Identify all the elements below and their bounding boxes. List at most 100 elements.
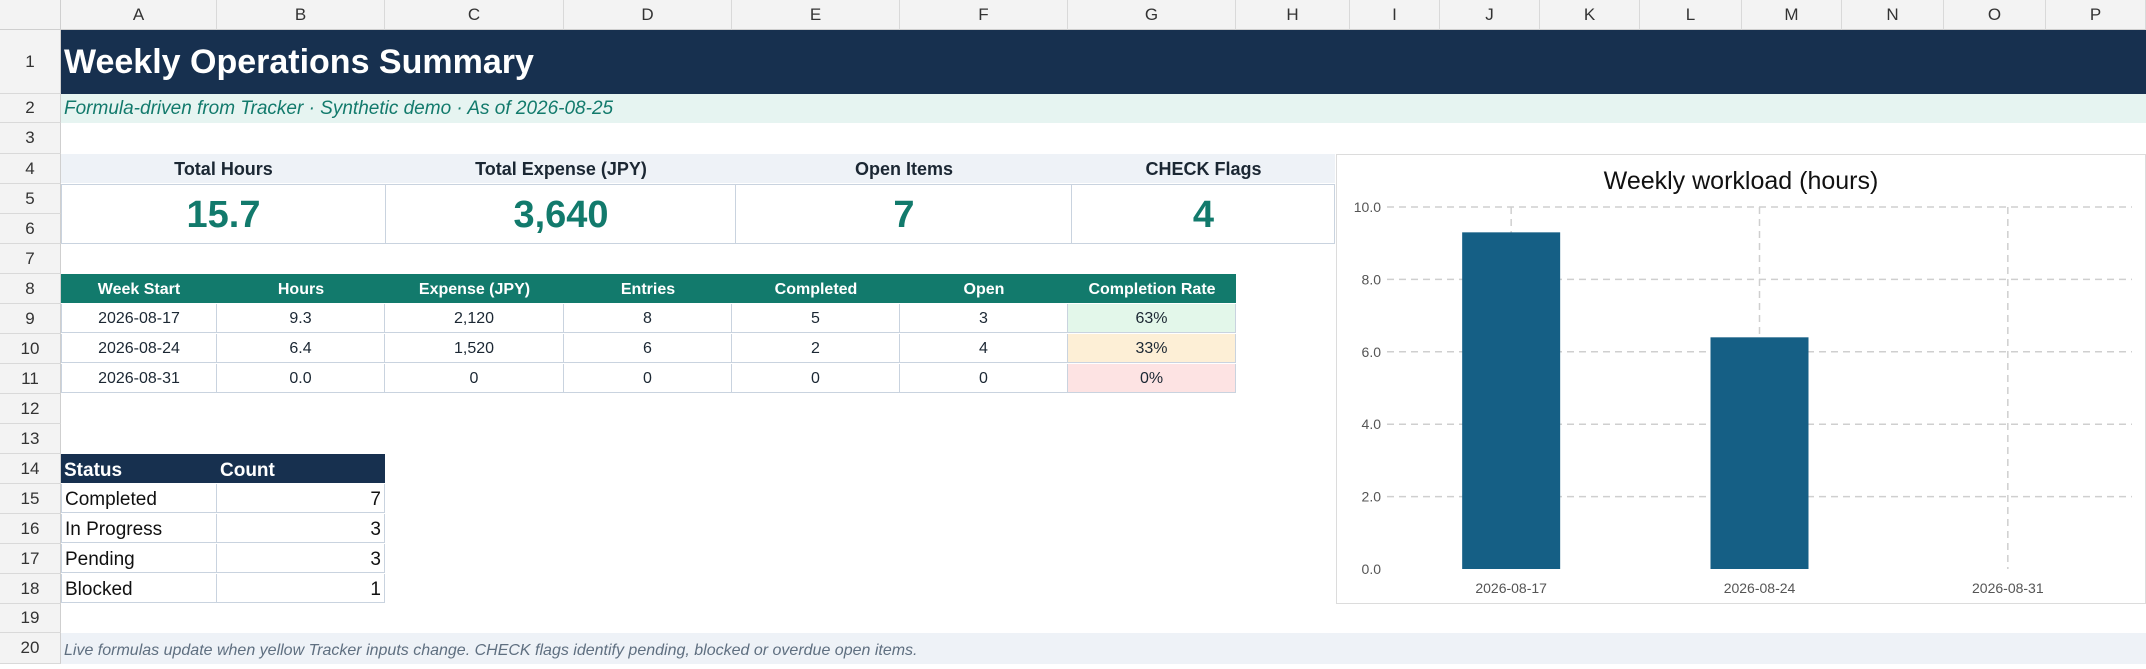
weekly-header-cell[interactable]: Completion Rate: [1068, 274, 1236, 303]
weekly-table-cell[interactable]: 0: [900, 364, 1068, 393]
kpi-value-total-expense[interactable]: 3,640: [513, 194, 609, 236]
column-header-c[interactable]: C: [385, 0, 564, 30]
column-header-m[interactable]: M: [1742, 0, 1842, 30]
weekly-table-cell[interactable]: 5: [732, 304, 900, 333]
weekly-table-cell[interactable]: 3: [900, 304, 1068, 333]
bar-2026-08-24: [1710, 337, 1809, 569]
column-header-n[interactable]: N: [1842, 0, 1944, 30]
status-name-cell[interactable]: Completed: [61, 484, 217, 513]
status-name-cell[interactable]: In Progress: [61, 514, 217, 543]
row-header-15[interactable]: 15: [0, 484, 61, 514]
status-count-cell[interactable]: 7: [217, 484, 385, 513]
weekly-table-cell[interactable]: 2026-08-24: [61, 334, 217, 363]
column-header-o[interactable]: O: [1944, 0, 2046, 30]
row-header-12[interactable]: 12: [0, 394, 61, 424]
row-header-9[interactable]: 9: [0, 304, 61, 334]
column-header-h[interactable]: H: [1236, 0, 1350, 30]
row-header-20[interactable]: 20: [0, 633, 61, 664]
row-header-14[interactable]: 14: [0, 454, 61, 484]
status-header-cell[interactable]: Status: [61, 454, 217, 483]
status-name-cell[interactable]: Pending: [61, 544, 217, 573]
weekly-table-cell[interactable]: 2026-08-17: [61, 304, 217, 333]
kpi-value-open-items[interactable]: 7: [893, 194, 915, 236]
kpi-box-total-hours: [61, 184, 386, 244]
kpi-label-open-items[interactable]: Open Items: [854, 159, 954, 179]
weekly-table-cell[interactable]: 0: [385, 364, 564, 393]
row-header-19[interactable]: 19: [0, 604, 61, 633]
kpi-label-band: [61, 154, 1335, 183]
chart-svg: Weekly workload (hours) 0.0 2.0 4.0 6.0 8.0 10…: [1354, 167, 2132, 596]
weekly-table-cell[interactable]: 2: [732, 334, 900, 363]
row-header-13[interactable]: 13: [0, 424, 61, 454]
weekly-header-cell[interactable]: Expense (JPY): [385, 274, 564, 303]
row-header-1[interactable]: 1: [0, 30, 61, 94]
weekly-table-cell[interactable]: 4: [900, 334, 1068, 363]
column-header-j[interactable]: J: [1440, 0, 1540, 30]
column-header-p[interactable]: P: [2046, 0, 2146, 30]
footer-band: [61, 633, 2146, 664]
kpi-box-total-expense: [385, 184, 736, 244]
column-header-f[interactable]: F: [900, 0, 1068, 30]
column-header-b[interactable]: B: [217, 0, 385, 30]
status-count-cell[interactable]: 1: [217, 574, 385, 603]
x-tick-label: 2026-08-31: [1972, 580, 2044, 596]
y-tick-label: 10.0: [1354, 199, 1381, 215]
column-header-a[interactable]: A: [61, 0, 217, 30]
row-header-3[interactable]: 3: [0, 123, 61, 154]
kpi-label-total-hours[interactable]: Total Hours: [174, 159, 273, 179]
weekly-header-cell[interactable]: Hours: [217, 274, 385, 303]
weekly-table-cell[interactable]: 9.3: [217, 304, 385, 333]
column-header-l[interactable]: L: [1640, 0, 1742, 30]
select-all-corner[interactable]: [0, 0, 61, 30]
row-header-17[interactable]: 17: [0, 544, 61, 574]
column-header-i[interactable]: I: [1350, 0, 1440, 30]
row-header-7[interactable]: 7: [0, 244, 61, 274]
kpi-label-check-flags[interactable]: CHECK Flags: [1145, 159, 1262, 179]
row-header-6[interactable]: 6: [0, 214, 61, 244]
title-band: [61, 30, 2146, 94]
y-tick-label: 8.0: [1362, 271, 1382, 287]
weekly-table-cell[interactable]: 6.4: [217, 334, 385, 363]
kpi-label-total-expense[interactable]: Total Expense (JPY): [475, 159, 647, 179]
sheet-title[interactable]: Weekly Operations Summary: [64, 43, 534, 81]
footer-note[interactable]: Live formulas update when yellow Tracker…: [64, 642, 918, 659]
row-header-5[interactable]: 5: [0, 184, 61, 214]
completion-rate-cell[interactable]: 0%: [1068, 364, 1236, 393]
row-header-8[interactable]: 8: [0, 274, 61, 304]
completion-rate-cell[interactable]: 33%: [1068, 334, 1236, 363]
x-tick-label: 2026-08-24: [1724, 580, 1796, 596]
weekly-header-cell[interactable]: Open: [900, 274, 1068, 303]
workload-chart[interactable]: Weekly workload (hours) 0.0 2.0 4.0 6.0 8.0 10…: [1336, 154, 2146, 604]
weekly-header-cell[interactable]: Entries: [564, 274, 732, 303]
weekly-table-cell[interactable]: 2026-08-31: [61, 364, 217, 393]
kpi-value-check-flags[interactable]: 4: [1192, 194, 1215, 236]
row-header-18[interactable]: 18: [0, 574, 61, 604]
status-header-cell[interactable]: Count: [217, 454, 385, 483]
weekly-table-cell[interactable]: 2,120: [385, 304, 564, 333]
weekly-table-cell[interactable]: 8: [564, 304, 732, 333]
weekly-header-cell[interactable]: Week Start: [61, 274, 217, 303]
row-header-11[interactable]: 11: [0, 364, 61, 394]
weekly-header-cell[interactable]: Completed: [732, 274, 900, 303]
kpi-value-total-hours[interactable]: 15.7: [186, 194, 261, 236]
row-header-10[interactable]: 10: [0, 334, 61, 364]
status-name-cell[interactable]: Blocked: [61, 574, 217, 603]
completion-rate-cell[interactable]: 63%: [1068, 304, 1236, 333]
row-header-4[interactable]: 4: [0, 154, 61, 184]
column-header-g[interactable]: G: [1068, 0, 1236, 30]
column-header-e[interactable]: E: [732, 0, 900, 30]
weekly-table-cell[interactable]: 0.0: [217, 364, 385, 393]
status-count-cell[interactable]: 3: [217, 544, 385, 573]
weekly-table-cell[interactable]: 0: [564, 364, 732, 393]
status-count-cell[interactable]: 3: [217, 514, 385, 543]
weekly-table-cell[interactable]: 6: [564, 334, 732, 363]
chart-title: Weekly workload (hours): [1604, 167, 1879, 195]
row-header-2[interactable]: 2: [0, 94, 61, 123]
row-header-16[interactable]: 16: [0, 514, 61, 544]
weekly-table-cell[interactable]: 0: [732, 364, 900, 393]
weekly-table-cell[interactable]: 1,520: [385, 334, 564, 363]
column-header-d[interactable]: D: [564, 0, 732, 30]
subtitle-band: [61, 94, 2146, 123]
sheet-subtitle[interactable]: Formula-driven from Tracker · Synthetic …: [64, 98, 614, 119]
column-header-k[interactable]: K: [1540, 0, 1640, 30]
